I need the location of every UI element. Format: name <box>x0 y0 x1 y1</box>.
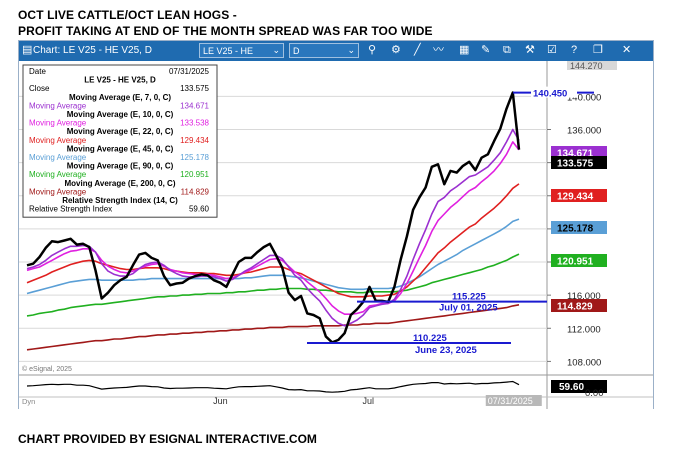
headline-line-2: PROFIT TAKING AT END OF THE MONTH SPREAD… <box>18 24 433 38</box>
price-tick-label: 108.000 <box>567 357 601 368</box>
value-tag <box>551 189 607 202</box>
price-axis-top-box <box>567 61 617 70</box>
chart-window-icon: ▤ <box>22 44 33 56</box>
data-window-label: Moving Average <box>29 119 87 128</box>
data-window-label: Moving Average <box>29 187 87 196</box>
data-window-value: 07/31/2025 <box>169 67 210 76</box>
interval-dropdown-icon[interactable]: ⌄ <box>347 45 355 55</box>
chart-title-bar: ▤ Chart: LE V25 - HE V25, D LE V25 - HE ⌄… <box>19 41 653 61</box>
data-window-heading: Moving Average (E, 45, 0, C) <box>67 144 174 153</box>
chart-credit: CHART PROVIDED BY ESIGNAL INTERACTIVE.CO… <box>18 432 317 446</box>
data-window-heading: Moving Average (E, 90, 0, C) <box>67 162 174 171</box>
series-line <box>26 253 520 317</box>
series-line <box>26 128 520 327</box>
rsi-value-tag <box>551 380 607 393</box>
data-window-value: 133.575 <box>180 84 209 93</box>
search-icon[interactable]: ⚲ <box>368 44 377 56</box>
value-tag <box>551 221 607 234</box>
price-tick-label: 136.000 <box>567 125 601 136</box>
rsi-axis-label: 0.00 <box>585 388 604 399</box>
value-tag <box>551 299 607 312</box>
data-window-heading: Moving Average (E, 7, 0, C) <box>69 93 171 102</box>
data-window-value: 114.829 <box>181 187 210 196</box>
value-tag-label: 114.829 <box>557 302 593 313</box>
data-window-value: 129.434 <box>180 136 209 145</box>
data-window-label: Close <box>29 84 50 93</box>
price-tick-label: 116.000 <box>567 291 601 302</box>
data-window-value: 59.60 <box>189 205 210 214</box>
price-tick-label: 140.000 <box>567 92 601 103</box>
data-window-heading: Relative Strength Index (14, C) <box>62 196 178 205</box>
crop-icon[interactable]: ⧉ <box>503 44 511 56</box>
rsi-line <box>26 380 520 393</box>
price-tick-label: 112.000 <box>567 324 601 335</box>
date-cursor-box <box>485 395 542 406</box>
close-icon[interactable]: ✕ <box>622 44 632 56</box>
data-window-label: Moving Average <box>29 101 87 110</box>
chart-window-title: Chart: LE V25 - HE V25, D <box>33 45 152 56</box>
help-icon[interactable]: ? <box>571 44 578 56</box>
data-window <box>22 64 218 218</box>
mid-annotation-value: 115.225 <box>452 292 487 303</box>
value-tag-label: 134.671 <box>557 149 594 160</box>
interval-value: D <box>293 46 300 56</box>
time-axis-label: Jun <box>213 396 228 406</box>
value-tag-label: 125.178 <box>557 224 594 235</box>
price-chart[interactable]: 144.270108.000112.000116.000120.000124.0… <box>19 61 653 409</box>
data-window-symbol: LE V25 - HE V25, D <box>84 76 156 85</box>
edit-icon[interactable]: ✎ <box>481 44 491 56</box>
rsi-value-tag-label: 59.60 <box>559 382 584 393</box>
low-annotation-date: June 23, 2025 <box>415 345 478 356</box>
data-window-value: 134.671 <box>180 101 209 110</box>
data-window-value: 125.178 <box>180 153 209 162</box>
series-line <box>26 141 520 315</box>
note-icon[interactable]: ☑ <box>547 44 557 56</box>
low-annotation-value: 110.225 <box>413 333 448 344</box>
value-tag-label: 129.434 <box>557 192 594 203</box>
value-tag <box>551 156 607 169</box>
symbol-value: LE V25 - HE <box>203 46 254 56</box>
data-window-label: Relative Strength Index <box>29 205 112 214</box>
data-window-label: Moving Average <box>29 153 87 162</box>
layers-icon[interactable]: ▦ <box>459 44 470 56</box>
line-icon[interactable]: ╱ <box>414 44 421 56</box>
value-tag <box>551 254 607 267</box>
value-tag <box>551 146 607 159</box>
value-tag-label: 133.575 <box>557 159 594 170</box>
value-tag-label: 120.951 <box>557 257 594 268</box>
headline-line-1: OCT LIVE CATTLE/OCT LEAN HOGS - <box>18 8 237 22</box>
symbol-input[interactable]: LE V25 - HE ⌄ <box>199 43 284 58</box>
series-line <box>26 91 521 344</box>
data-window-heading: Moving Average (E, 10, 0, C) <box>67 110 174 119</box>
mid-annotation-date: July 01, 2025 <box>439 303 498 314</box>
high-annotation-bg <box>531 86 577 98</box>
price-axis-top-label: 144.270 <box>570 61 603 71</box>
gear-icon[interactable]: ⚙ <box>391 44 401 56</box>
chart-window: ▤ Chart: LE V25 - HE V25, D LE V25 - HE ⌄… <box>18 40 654 409</box>
dyn-label: Dyn <box>22 397 35 406</box>
data-window-heading: Moving Average (E, 22, 0, C) <box>67 127 174 136</box>
series-line <box>26 183 520 298</box>
draw-icon[interactable]: 〰 <box>433 44 444 56</box>
watermark: © eSignal, 2025 <box>22 365 72 373</box>
data-window-label: Moving Average <box>29 136 87 145</box>
high-annotation-value: 140.450 <box>533 89 567 100</box>
series-line <box>26 304 520 351</box>
data-window-value: 120.951 <box>180 170 209 179</box>
symbol-dropdown-icon[interactable]: ⌄ <box>272 45 280 55</box>
series-line <box>26 218 520 295</box>
copy-icon[interactable]: ❐ <box>593 44 603 56</box>
data-window-heading: Moving Average (E, 200, 0, C) <box>65 179 176 188</box>
time-axis-label: Jul <box>363 396 375 406</box>
tool-icon[interactable]: ⚒ <box>525 44 535 56</box>
time-axis-label: 07/31/2025 <box>488 396 533 406</box>
data-window-label: Moving Average <box>29 170 87 179</box>
data-window-value: 133.538 <box>180 119 209 128</box>
data-window-label: Date <box>29 67 46 76</box>
interval-select[interactable]: D ⌄ <box>289 43 359 58</box>
